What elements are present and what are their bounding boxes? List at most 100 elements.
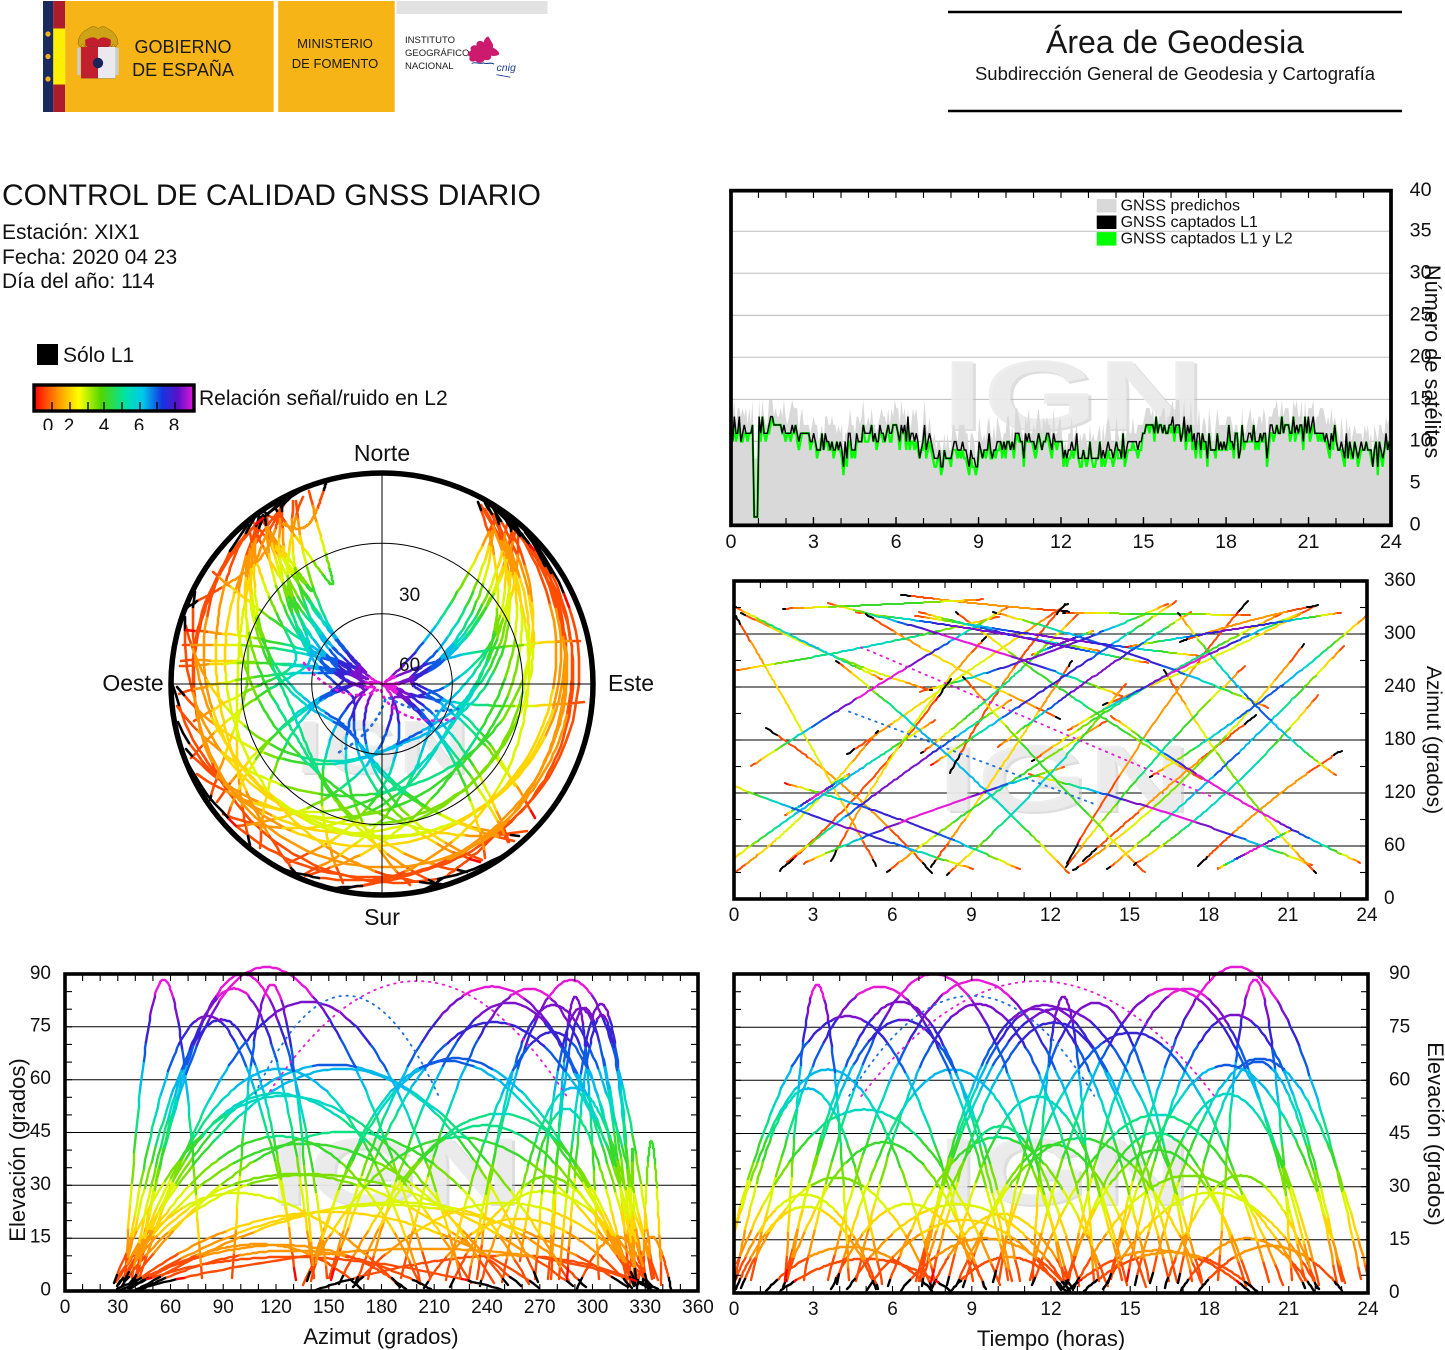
svg-text:3: 3 bbox=[808, 905, 819, 926]
svg-text:15: 15 bbox=[1119, 905, 1140, 926]
svg-text:0: 0 bbox=[1410, 514, 1421, 536]
svg-text:Día del año: 114: Día del año: 114 bbox=[2, 270, 155, 293]
svg-text:DE ESPAÑA: DE ESPAÑA bbox=[132, 59, 234, 80]
svg-text:IGN: IGN bbox=[937, 725, 1190, 832]
svg-text:60: 60 bbox=[30, 1068, 51, 1089]
svg-text:DE FOMENTO: DE FOMENTO bbox=[292, 56, 378, 71]
svg-text:Este: Este bbox=[608, 670, 654, 696]
svg-text:12: 12 bbox=[1040, 905, 1061, 926]
svg-text:75: 75 bbox=[1389, 1017, 1410, 1038]
svg-text:CONTROL DE CALIDAD GNSS DIARIO: CONTROL DE CALIDAD GNSS DIARIO bbox=[2, 179, 541, 212]
svg-text:30: 30 bbox=[1389, 1176, 1410, 1197]
svg-text:Tiempo (horas): Tiempo (horas) bbox=[977, 1326, 1125, 1350]
svg-text:15: 15 bbox=[1120, 1299, 1141, 1320]
svg-text:Elevación (grados): Elevación (grados) bbox=[5, 1058, 30, 1241]
svg-text:12: 12 bbox=[1040, 1299, 1061, 1320]
svg-text:270: 270 bbox=[524, 1297, 556, 1318]
svg-text:Azimut (grados): Azimut (grados) bbox=[303, 1324, 458, 1349]
svg-text:120: 120 bbox=[1384, 782, 1416, 803]
svg-text:90: 90 bbox=[213, 1297, 234, 1318]
svg-text:5: 5 bbox=[1410, 471, 1421, 493]
svg-text:60: 60 bbox=[1389, 1070, 1410, 1091]
svg-text:45: 45 bbox=[1389, 1123, 1410, 1144]
svg-text:40: 40 bbox=[1410, 179, 1432, 201]
svg-text:4: 4 bbox=[99, 416, 110, 430]
svg-text:0: 0 bbox=[40, 1280, 51, 1301]
svg-text:2: 2 bbox=[64, 416, 75, 430]
svg-text:0: 0 bbox=[1384, 888, 1395, 909]
svg-text:180: 180 bbox=[366, 1297, 398, 1318]
svg-text:Subdirección General de Geodes: Subdirección General de Geodesia y Carto… bbox=[975, 63, 1376, 84]
svg-text:15: 15 bbox=[30, 1227, 51, 1248]
svg-text:0: 0 bbox=[60, 1297, 71, 1318]
svg-text:8: 8 bbox=[169, 416, 180, 430]
svg-text:Sur: Sur bbox=[364, 904, 400, 930]
svg-text:GEOGRÁFICO: GEOGRÁFICO bbox=[405, 48, 469, 59]
svg-text:90: 90 bbox=[30, 963, 51, 984]
svg-text:0: 0 bbox=[729, 905, 740, 926]
svg-text:Azimut (grados): Azimut (grados) bbox=[1422, 666, 1445, 814]
svg-text:Oeste: Oeste bbox=[102, 670, 163, 696]
svg-text:240: 240 bbox=[471, 1297, 503, 1318]
svg-text:6: 6 bbox=[887, 1299, 898, 1320]
svg-text:GOBIERNO: GOBIERNO bbox=[134, 37, 231, 57]
svg-text:75: 75 bbox=[30, 1015, 51, 1036]
svg-text:Sólo L1: Sólo L1 bbox=[63, 344, 134, 367]
svg-text:60: 60 bbox=[399, 655, 420, 676]
svg-text:30: 30 bbox=[107, 1297, 128, 1318]
svg-text:9: 9 bbox=[966, 1299, 977, 1320]
svg-text:0: 0 bbox=[729, 1299, 740, 1320]
svg-text:Relación señal/ruido en L2: Relación señal/ruido en L2 bbox=[199, 387, 448, 410]
svg-text:6: 6 bbox=[887, 905, 898, 926]
svg-text:Elevación (grados): Elevación (grados) bbox=[1423, 1042, 1445, 1225]
svg-text:cnig: cnig bbox=[497, 62, 516, 74]
svg-text:45: 45 bbox=[30, 1121, 51, 1142]
svg-text:GNSS captados L1 y L2: GNSS captados L1 y L2 bbox=[1121, 230, 1293, 248]
svg-text:360: 360 bbox=[1384, 570, 1416, 591]
svg-text:15: 15 bbox=[1389, 1229, 1410, 1250]
svg-text:3: 3 bbox=[808, 1299, 819, 1320]
svg-text:6: 6 bbox=[134, 416, 145, 430]
svg-text:Fecha: 2020 04 23: Fecha: 2020 04 23 bbox=[2, 246, 177, 269]
svg-text:12: 12 bbox=[1050, 531, 1072, 553]
svg-text:120: 120 bbox=[260, 1297, 292, 1318]
svg-text:60: 60 bbox=[1384, 835, 1405, 856]
svg-text:15: 15 bbox=[1133, 531, 1155, 553]
svg-text:21: 21 bbox=[1298, 531, 1320, 553]
svg-text:30: 30 bbox=[399, 585, 420, 606]
svg-text:150: 150 bbox=[313, 1297, 345, 1318]
svg-text:180: 180 bbox=[1384, 729, 1416, 750]
svg-text:6: 6 bbox=[891, 531, 902, 553]
svg-text:330: 330 bbox=[629, 1297, 661, 1318]
svg-text:0: 0 bbox=[726, 531, 737, 553]
svg-text:21: 21 bbox=[1278, 1299, 1299, 1320]
svg-text:GNSS predichos: GNSS predichos bbox=[1121, 196, 1241, 214]
svg-text:9: 9 bbox=[966, 905, 977, 926]
svg-text:Estación: XIX1: Estación: XIX1 bbox=[2, 221, 140, 244]
svg-text:360: 360 bbox=[682, 1297, 714, 1318]
svg-text:240: 240 bbox=[1384, 676, 1416, 697]
svg-text:24: 24 bbox=[1357, 1299, 1379, 1320]
svg-text:MINISTERIO: MINISTERIO bbox=[297, 36, 373, 51]
svg-text:18: 18 bbox=[1199, 1299, 1220, 1320]
svg-text:210: 210 bbox=[418, 1297, 450, 1318]
svg-text:24: 24 bbox=[1380, 531, 1402, 553]
svg-text:300: 300 bbox=[1384, 623, 1416, 644]
svg-text:NACIONAL: NACIONAL bbox=[405, 61, 454, 72]
svg-text:0: 0 bbox=[43, 416, 54, 430]
svg-text:300: 300 bbox=[577, 1297, 609, 1318]
svg-text:Área de Geodesia: Área de Geodesia bbox=[1046, 24, 1304, 60]
svg-text:90: 90 bbox=[1389, 963, 1410, 984]
svg-text:GNSS captados L1: GNSS captados L1 bbox=[1121, 213, 1258, 231]
svg-text:18: 18 bbox=[1215, 531, 1237, 553]
svg-text:0: 0 bbox=[1389, 1282, 1400, 1303]
svg-text:18: 18 bbox=[1198, 905, 1219, 926]
svg-text:30: 30 bbox=[30, 1174, 51, 1195]
svg-text:3: 3 bbox=[808, 531, 819, 553]
svg-text:60: 60 bbox=[160, 1297, 181, 1318]
svg-text:Número de satélites: Número de satélites bbox=[1420, 265, 1445, 459]
svg-text:24: 24 bbox=[1356, 905, 1378, 926]
svg-text:Norte: Norte bbox=[354, 440, 410, 466]
svg-text:21: 21 bbox=[1277, 905, 1298, 926]
svg-text:INSTITUTO: INSTITUTO bbox=[405, 35, 455, 46]
